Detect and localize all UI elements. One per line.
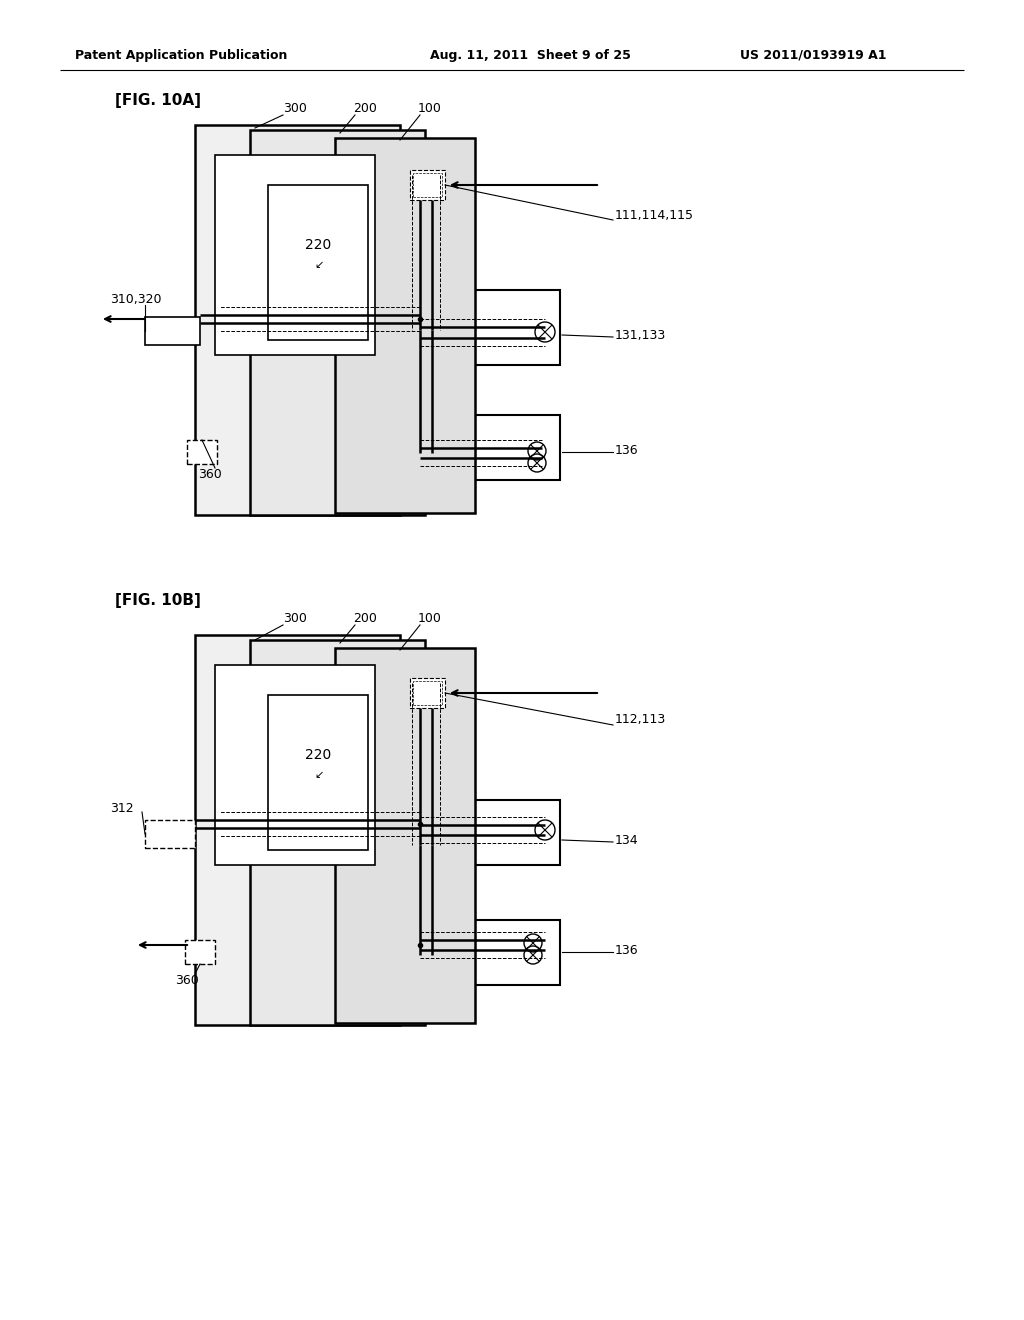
Bar <box>335 139 475 513</box>
Text: 360: 360 <box>175 974 199 986</box>
Bar <box>268 696 368 850</box>
Text: 136: 136 <box>615 444 639 457</box>
Text: 100: 100 <box>418 102 442 115</box>
Text: 200: 200 <box>353 102 377 115</box>
Bar <box>185 940 215 964</box>
Text: Aug. 11, 2011  Sheet 9 of 25: Aug. 11, 2011 Sheet 9 of 25 <box>430 49 631 62</box>
Text: 300: 300 <box>283 102 307 115</box>
Bar <box>410 678 445 708</box>
Bar <box>475 920 560 985</box>
Bar <box>413 173 442 197</box>
Text: 312: 312 <box>110 801 133 814</box>
Text: 360: 360 <box>198 469 222 482</box>
Bar <box>215 154 375 355</box>
Bar <box>195 635 400 1026</box>
Text: $\swarrow$: $\swarrow$ <box>312 260 324 271</box>
Bar <box>475 800 560 865</box>
Text: 131,133: 131,133 <box>615 329 667 342</box>
Text: 100: 100 <box>418 611 442 624</box>
Bar <box>410 170 445 201</box>
Bar <box>268 185 368 341</box>
Bar <box>250 640 425 1026</box>
Text: US 2011/0193919 A1: US 2011/0193919 A1 <box>740 49 887 62</box>
Text: 310,320: 310,320 <box>110 293 162 306</box>
Text: Patent Application Publication: Patent Application Publication <box>75 49 288 62</box>
Bar <box>145 317 200 345</box>
Text: 136: 136 <box>615 944 639 957</box>
Text: 300: 300 <box>283 611 307 624</box>
Bar <box>413 681 442 705</box>
Bar <box>250 129 425 515</box>
Bar <box>187 440 217 465</box>
Bar <box>215 665 375 865</box>
Bar <box>475 290 560 366</box>
Bar <box>335 648 475 1023</box>
Text: $\swarrow$: $\swarrow$ <box>312 770 324 780</box>
Text: 112,113: 112,113 <box>615 714 667 726</box>
Text: 134: 134 <box>615 833 639 846</box>
Text: [FIG. 10A]: [FIG. 10A] <box>115 92 201 107</box>
Text: 220: 220 <box>305 748 331 762</box>
Text: [FIG. 10B]: [FIG. 10B] <box>115 593 201 607</box>
Text: 111,114,115: 111,114,115 <box>615 209 694 222</box>
Bar <box>145 820 195 847</box>
Bar <box>195 125 400 515</box>
Bar <box>475 414 560 480</box>
Text: 200: 200 <box>353 611 377 624</box>
Text: 220: 220 <box>305 238 331 252</box>
